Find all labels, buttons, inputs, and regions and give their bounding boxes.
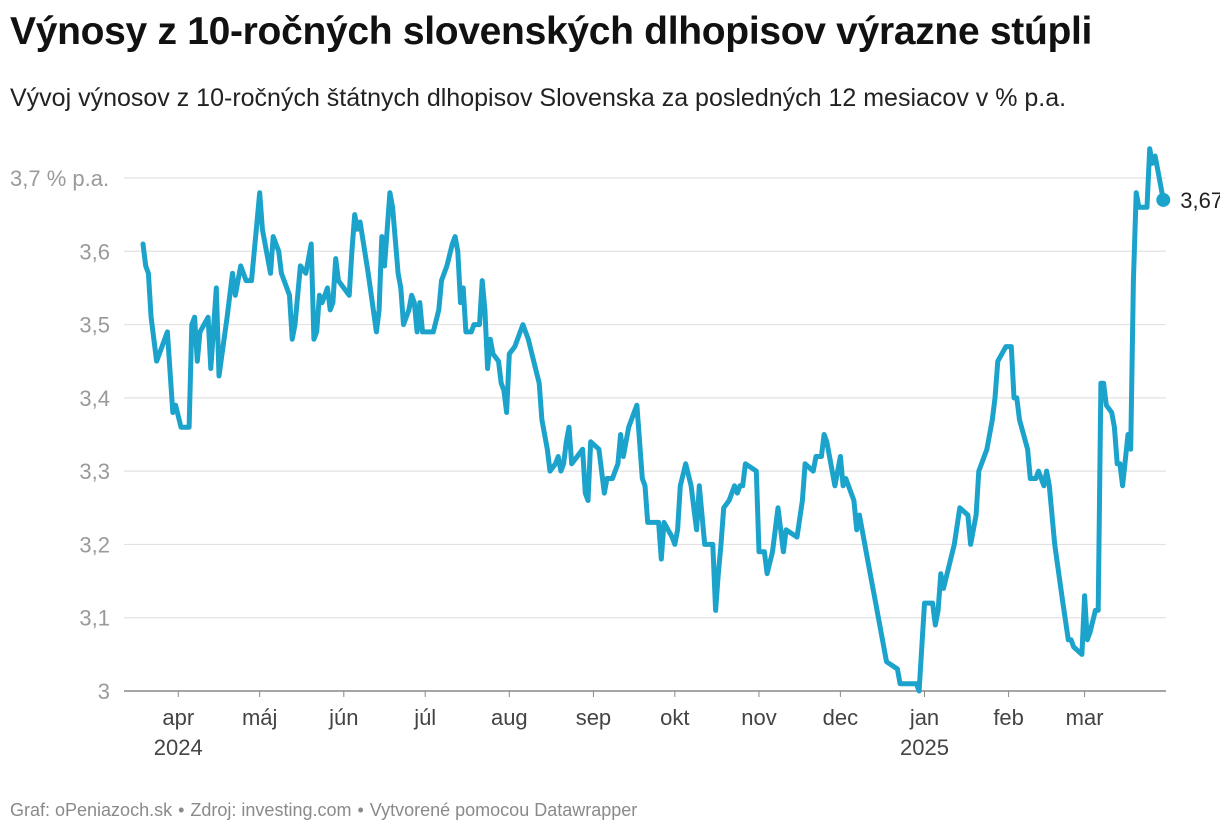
y-tick-label: 3,3 xyxy=(79,459,110,484)
line-chart: 3,7 % p.a. 3,6 3,5 3,4 3,3 3,2 3,1 3 apr 2024 máj… xyxy=(10,146,1220,760)
x-tick-label: dec xyxy=(823,705,858,730)
x-tick-label: feb xyxy=(993,705,1024,730)
footer-made-with: Vytvorené pomocou Datawrapper xyxy=(369,800,638,820)
x-tick-label: júl xyxy=(413,705,436,730)
x-tick-label: sep xyxy=(576,705,611,730)
chart-footer: Graf: oPeniazoch.sk • Zdroj: investing.com… xyxy=(10,800,638,820)
x-tick-label: apr xyxy=(162,705,194,730)
x-tick-label: jún xyxy=(328,705,358,730)
x-tick-label: nov xyxy=(741,705,776,730)
y-tick-label: 3,4 xyxy=(79,386,110,411)
last-point-marker xyxy=(1156,192,1171,207)
footer-graph-credit: Graf: oPeniazoch.sk xyxy=(10,800,173,820)
y-tick-label: 3,6 xyxy=(79,239,110,264)
x-tick-label: máj xyxy=(242,705,277,730)
y-tick-label: 3,5 xyxy=(79,313,110,338)
y-tick-label: 3,2 xyxy=(79,532,110,557)
x-axis: apr 2024 máj jún júl aug sep okt nov dec jan 2025 fe… xyxy=(154,691,1104,760)
x-tick-label: aug xyxy=(491,705,528,730)
y-tick-label: 3,1 xyxy=(79,606,110,631)
last-value-label: 3,67 xyxy=(1180,188,1220,213)
x-tick-label: mar xyxy=(1066,705,1104,730)
y-tick-label: 3 xyxy=(98,679,110,704)
gridlines xyxy=(124,177,1166,692)
y-axis: 3,7 % p.a. 3,6 3,5 3,4 3,3 3,2 3,1 3 xyxy=(10,166,110,704)
x-tick-year-label: 2025 xyxy=(900,735,949,760)
footer-source: Zdroj: investing.com xyxy=(190,800,352,820)
chart-title: Výnosy z 10-ročných slovenských dlhopiso… xyxy=(10,10,1093,53)
x-tick-label: jan xyxy=(909,705,939,730)
series-group: 3,67 xyxy=(140,146,1220,694)
series-line xyxy=(140,146,1166,694)
x-tick-year-label: 2024 xyxy=(154,735,203,760)
chart-subtitle: Vývoj výnosov z 10-ročných štátnych dlho… xyxy=(10,84,1067,112)
y-tick-label: 3,7 % p.a. xyxy=(10,166,109,191)
x-tick-label: okt xyxy=(660,705,689,730)
